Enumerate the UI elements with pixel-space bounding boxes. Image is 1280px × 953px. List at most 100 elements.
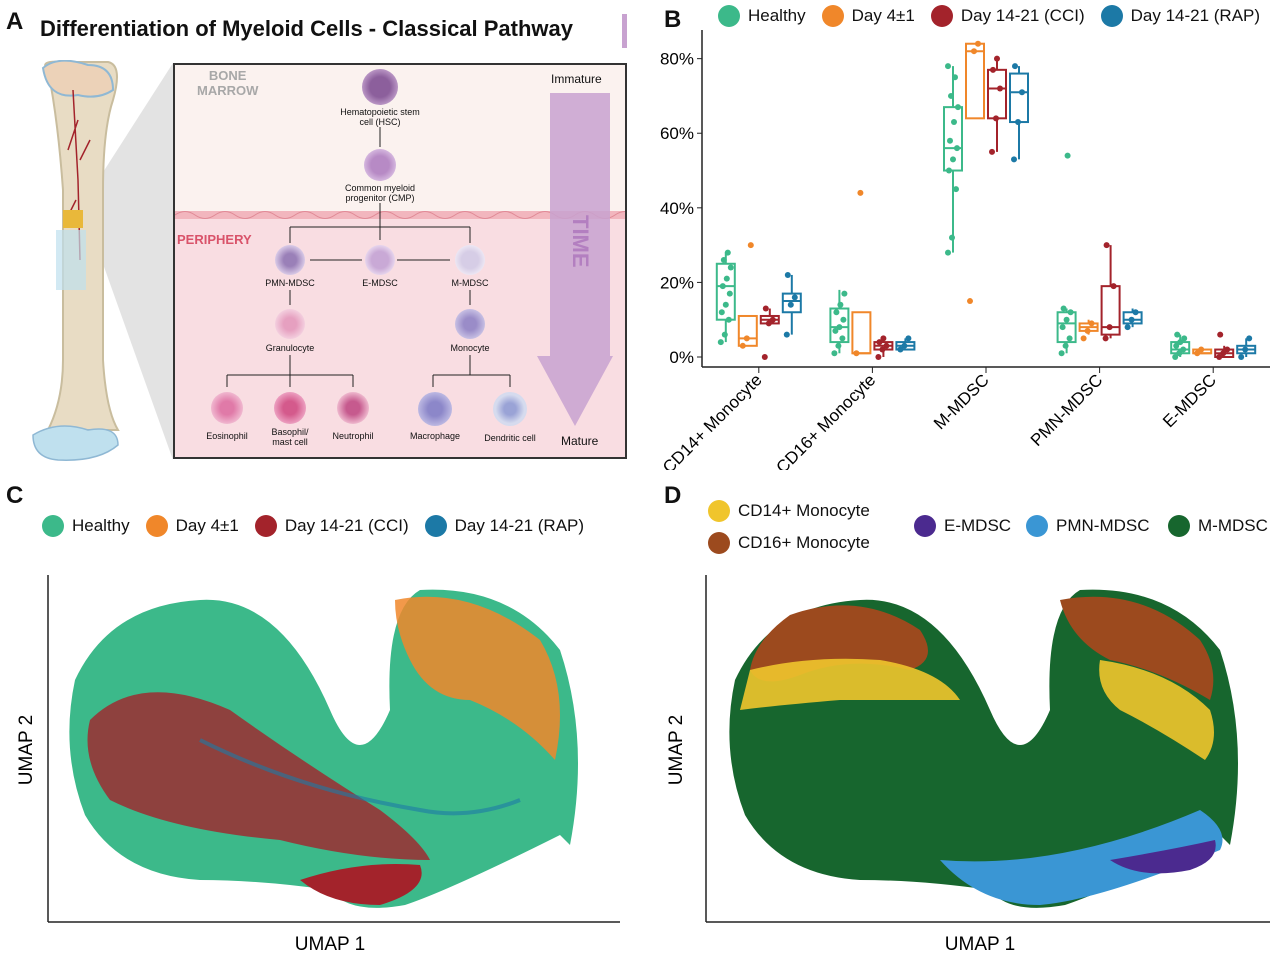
b-point-0-0-5 (726, 290, 733, 297)
legend-panel-b: Healthy Day 4±1 Day 14-21 (CCI) Day 14-21 (… (718, 5, 1276, 27)
b-xtick-label-4: E-MDSC (1159, 370, 1220, 431)
b-point-3-1-2 (905, 335, 912, 342)
b-point-0-2-9 (948, 92, 954, 99)
m-mdsc-label: M-MDSC (451, 278, 489, 288)
differentiation-diagram: BONE MARROW PERIPHERY Immature Mature TI… (173, 63, 627, 459)
legend-b-item-0: Healthy (718, 5, 806, 27)
b-ytick-label-2: 40% (660, 199, 694, 218)
b-point-0-0-1 (721, 331, 728, 338)
b-box-0-2 (943, 106, 963, 172)
dendritic-label: Dendritic cell (484, 433, 536, 443)
umap-c-cloud-cci-tail (300, 864, 422, 905)
granulocyte-cell (275, 309, 305, 339)
b-point-2-0-0 (761, 354, 768, 360)
legend-c-label-3: Day 14-21 (RAP) (454, 516, 585, 535)
umap-d-cloud-cd14-right (1099, 660, 1214, 760)
b-point-0-0-4 (722, 301, 729, 308)
legend-b-item-2: Day 14-21 (CCI) (930, 5, 1085, 27)
legend-d-pmn-swatch (1026, 515, 1048, 537)
umap-c-cloud-rap (199, 738, 521, 816)
legend-b-label-1: Day 4±1 (851, 6, 915, 25)
e-mdsc-cell (365, 245, 395, 275)
b-point-0-1-8 (841, 290, 848, 297)
umap-c-chart: UMAP 1 UMAP 2 (16, 575, 620, 953)
umap-c-cloud-cci (87, 692, 430, 860)
b-point-0-3-6 (1060, 305, 1067, 312)
b-point-3-3-0 (1124, 324, 1131, 331)
umap-c-ylabel: UMAP 2 (16, 715, 37, 785)
legend-d-cd16-label: CD16+ Monocyte (738, 533, 870, 552)
legend-c-item-1: Day 4±1 (145, 515, 239, 537)
b-point-0-0-6 (719, 283, 726, 290)
b-point-3-2-3 (1012, 63, 1018, 70)
b-point-3-0-1 (787, 301, 794, 308)
b-point-0-4-5 (1181, 335, 1188, 342)
cmp-label: Common myeloid progenitor (CMP) (320, 183, 440, 203)
knee-cartilage (32, 425, 119, 461)
b-point-2-1-4 (880, 335, 887, 342)
b-point-0-1-0 (831, 350, 838, 357)
legend-b-label-0: Healthy (748, 6, 806, 25)
umap-c-cloud-day4 (395, 596, 560, 760)
legend-b-swatch-3 (1100, 5, 1123, 27)
b-point-0-2-7 (951, 119, 957, 126)
b-point-1-2-0 (967, 298, 973, 305)
panel-label-a: A (6, 8, 24, 35)
hsc-label-1: Hematopoietic stem (340, 107, 420, 117)
b-point-1-0-0 (739, 342, 746, 349)
b-point-3-4-2 (1246, 335, 1253, 342)
legend-b-label-2: Day 14-21 (CCI) (960, 6, 1085, 25)
legend-c-swatch-1 (145, 515, 168, 537)
legend-c-label-1: Day 4±1 (175, 516, 239, 535)
bone-marrow-line2: MARROW (197, 83, 259, 98)
b-point-0-0-7 (723, 275, 730, 282)
b-point-2-0-1 (765, 320, 772, 327)
legend-d-cd16: CD16+ Monocyte (708, 532, 870, 554)
umap-d-cloud-cd16-right (1060, 596, 1214, 700)
b-box-1-0 (737, 314, 758, 347)
b-box-3-2 (1009, 72, 1029, 124)
panel-label-b: B (664, 6, 682, 33)
legend-b-label-3: Day 14-21 (RAP) (1130, 6, 1261, 25)
b-point-0-2-1 (949, 234, 955, 241)
b-point-1-4-1 (1198, 346, 1205, 353)
b-point-3-3-2 (1132, 309, 1139, 316)
b-point-3-2-1 (1015, 119, 1021, 126)
b-point-3-1-0 (897, 346, 904, 353)
bone-marrow-label: BONE MARROW (197, 68, 258, 98)
legend-d-emdsc-label: E-MDSC (944, 516, 1012, 535)
bone-marrow-line1: BONE (208, 68, 247, 83)
legend-c-label-0: Healthy (72, 516, 130, 535)
b-point-2-1-3 (876, 339, 883, 346)
b-point-2-4-1 (1220, 350, 1227, 357)
b-point-0-3-4 (1063, 316, 1070, 323)
b-box-1-1 (851, 311, 872, 355)
b-point-0-4-4 (1177, 339, 1184, 346)
umap-c-xlabel: UMAP 1 (295, 934, 365, 953)
umap-d-cloud-emdsc (1110, 840, 1216, 874)
panel-a-title: Differentiation of Myeloid Cells - Class… (40, 16, 574, 41)
b-box-1-2 (965, 42, 985, 120)
b-xtick-label-3: PMN-MDSC (1027, 370, 1107, 450)
cmp-label-1: Common myeloid (344, 183, 416, 193)
pmn-mdsc-label: PMN-MDSC (265, 278, 315, 288)
legend-c-item-3: Day 14-21 (RAP) (424, 515, 585, 537)
pmn-mdsc-cell (275, 245, 305, 275)
time-arrow (537, 93, 613, 426)
b-box-0-3 (1056, 311, 1077, 344)
b-point-2-3-0 (1102, 335, 1109, 342)
b-point-2-1-1 (879, 346, 886, 353)
b-ytick-label-0: 0% (669, 348, 694, 367)
mature-label: Mature (561, 434, 599, 448)
time-label: TIME (568, 215, 593, 268)
b-ytick-label-3: 60% (660, 124, 694, 143)
b-point-0-2-5 (954, 145, 960, 152)
b-point-0-4-2 (1180, 346, 1187, 353)
marrow-highlight (63, 210, 83, 228)
b-point-0-4-6 (1174, 331, 1181, 338)
b-point-3-4-1 (1242, 346, 1249, 353)
b-point-1-3-2 (1088, 320, 1095, 327)
umap-d-chart: UMAP 1 UMAP 2 (666, 575, 1270, 953)
legend-c-item-2: Day 14-21 (CCI) (254, 515, 409, 537)
legend-panel-c: Healthy Day 4±1 Day 14-21 (CCI) Day 14-21 (… (42, 515, 600, 537)
